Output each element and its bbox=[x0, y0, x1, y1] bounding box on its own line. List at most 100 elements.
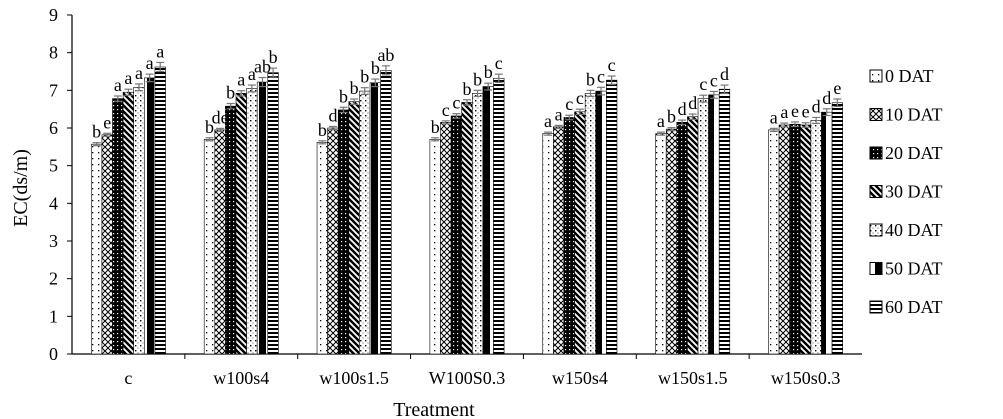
bar bbox=[778, 124, 790, 355]
significance-letter: a bbox=[114, 75, 122, 95]
bar bbox=[655, 133, 667, 355]
significance-letter: b bbox=[463, 79, 472, 99]
significance-letter: a bbox=[555, 104, 563, 124]
bar bbox=[101, 134, 113, 355]
legend-swatch bbox=[869, 300, 883, 314]
bar bbox=[687, 116, 699, 355]
significance-letter: de bbox=[212, 107, 229, 127]
significance-letter: e bbox=[791, 101, 799, 121]
legend-swatch bbox=[869, 146, 883, 160]
x-tick-label: W100S0.3 bbox=[429, 368, 506, 388]
bar bbox=[471, 93, 484, 355]
significance-letter: b bbox=[318, 120, 327, 140]
significance-letter: a bbox=[780, 102, 788, 122]
significance-letter: c bbox=[452, 93, 460, 113]
x-tick-label: w150s0.3 bbox=[771, 368, 841, 388]
significance-letter: d bbox=[328, 105, 337, 125]
significance-letter: a bbox=[248, 64, 256, 84]
significance-letter: b bbox=[339, 86, 348, 106]
significance-letter: b bbox=[484, 62, 493, 82]
bar bbox=[133, 87, 145, 355]
significance-letter: b bbox=[431, 117, 440, 137]
significance-letter: b bbox=[205, 117, 214, 137]
bar bbox=[369, 82, 381, 355]
bar bbox=[574, 111, 586, 355]
bar bbox=[429, 139, 441, 355]
significance-letter: b bbox=[269, 47, 278, 67]
bar bbox=[799, 124, 812, 355]
y-tick-label: 2 bbox=[49, 269, 58, 289]
significance-letter: e bbox=[802, 102, 810, 122]
significance-letter: b bbox=[350, 78, 359, 98]
bar bbox=[665, 128, 678, 355]
significance-letter: d bbox=[678, 99, 687, 119]
significance-letter: c bbox=[565, 94, 573, 114]
bar bbox=[563, 117, 575, 355]
legend-swatch bbox=[869, 223, 883, 237]
bar bbox=[359, 90, 371, 355]
significance-letter: b bbox=[667, 107, 676, 127]
significance-letter: b bbox=[371, 58, 380, 78]
bar bbox=[553, 126, 565, 355]
y-tick-label: 5 bbox=[49, 156, 58, 176]
bar bbox=[595, 90, 607, 355]
significance-letter: b bbox=[226, 83, 235, 103]
y-tick-label: 8 bbox=[49, 43, 58, 63]
significance-letter: c bbox=[608, 55, 616, 75]
significance-letter: b bbox=[473, 69, 482, 89]
significance-letter: a bbox=[770, 107, 778, 127]
significance-letter: b bbox=[586, 69, 595, 89]
bar bbox=[821, 111, 833, 355]
y-tick-label: 6 bbox=[49, 118, 58, 138]
bar bbox=[256, 81, 269, 355]
significance-letter: a bbox=[135, 63, 143, 83]
significance-letter: ab bbox=[377, 45, 394, 65]
significance-letter: a bbox=[657, 111, 665, 131]
legend-swatch bbox=[869, 69, 883, 83]
bar bbox=[203, 139, 216, 355]
bar bbox=[831, 102, 843, 355]
legend-label: 60 DAT bbox=[885, 297, 943, 317]
significance-letter: a bbox=[544, 111, 552, 131]
legend-label: 10 DAT bbox=[885, 105, 943, 125]
bar bbox=[316, 142, 328, 355]
bars bbox=[91, 61, 843, 355]
bar bbox=[144, 77, 156, 355]
bar bbox=[606, 79, 618, 355]
significance-letter: c bbox=[495, 53, 503, 73]
significance-letter: c bbox=[576, 88, 584, 108]
bar bbox=[380, 70, 392, 355]
y-tick-label: 7 bbox=[49, 80, 58, 100]
x-tick-label: w100s1.5 bbox=[319, 368, 389, 388]
bar bbox=[584, 93, 597, 355]
bar bbox=[676, 122, 688, 355]
x-tick-label: w150s4 bbox=[552, 368, 608, 388]
y-axis-title: EC(ds/m) bbox=[10, 149, 32, 227]
y-tick-label: 1 bbox=[49, 306, 58, 326]
legend: 0 DAT 10 DAT 20 DAT 30 DAT 40 DAT 50 DAT 60 DA… bbox=[869, 66, 943, 317]
y-tick-label: 0 bbox=[49, 344, 58, 364]
axes: 0 1 2 3 4 5 6 7 8 9 c w100s4 w100s1.5 W100S0.3 w150s4 w… bbox=[49, 5, 862, 388]
bar bbox=[440, 122, 452, 355]
significance-letter: d bbox=[812, 96, 821, 116]
bar bbox=[225, 105, 237, 355]
bar bbox=[246, 88, 258, 355]
significance-letter: ab bbox=[254, 57, 271, 77]
significance-letter: b bbox=[360, 67, 369, 87]
legend-swatch bbox=[869, 108, 883, 121]
legend-label: 20 DAT bbox=[885, 143, 943, 163]
y-tick-label: 4 bbox=[49, 193, 58, 213]
bar bbox=[214, 129, 226, 355]
x-tick-label: w100s4 bbox=[213, 368, 269, 388]
x-axis-title: Treatment bbox=[393, 399, 475, 419]
legend-label: 50 DAT bbox=[885, 259, 943, 279]
x-tick-label: c bbox=[124, 368, 132, 388]
significance-letter: a bbox=[146, 53, 154, 73]
legend-label: 0 DAT bbox=[885, 66, 934, 86]
bar bbox=[542, 133, 554, 355]
legend-swatch bbox=[869, 262, 883, 275]
significance-letter: a bbox=[124, 68, 132, 88]
significance-letter: c bbox=[710, 70, 718, 90]
significance-letter: c bbox=[597, 66, 605, 86]
